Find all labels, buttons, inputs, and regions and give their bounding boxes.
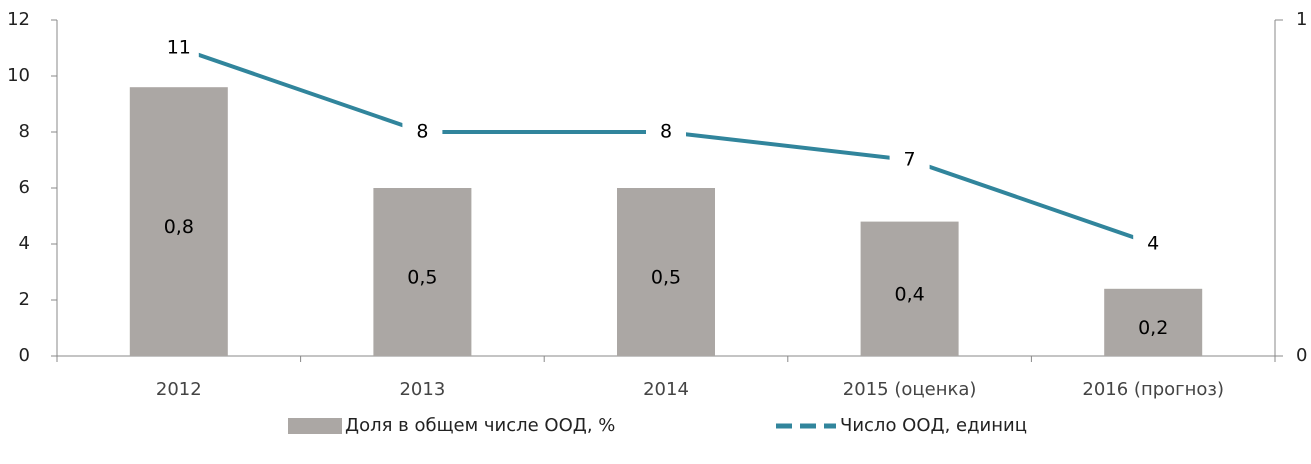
- y-tick-label: 8: [19, 121, 30, 142]
- x-tick-label: 2014: [643, 379, 689, 400]
- y-tick-label: 12: [7, 9, 30, 30]
- x-tick-label: 2012: [156, 379, 202, 400]
- bar-value-label: 0,8: [164, 216, 194, 238]
- bar-value-label: 0,5: [407, 267, 437, 289]
- legend-swatch: [288, 418, 342, 434]
- legend-label: Доля в общем числе ООД, %: [345, 415, 615, 436]
- y-tick-label: 0: [19, 345, 30, 366]
- x-tick-label: 2016 (прогноз): [1082, 379, 1224, 400]
- bar: [1104, 288, 1203, 356]
- label-bg: [158, 34, 199, 62]
- y2-tick-label: 1: [1296, 9, 1307, 30]
- label-bg: [889, 146, 930, 174]
- line-value-label: 4: [1147, 233, 1159, 255]
- legend-label: Число ООД, единиц: [840, 415, 1027, 436]
- y-tick-label: 2: [19, 289, 30, 310]
- bar-value-label: 0,2: [1138, 317, 1168, 339]
- bar-value-label: 0,5: [651, 267, 681, 289]
- line-value-label: 7: [904, 149, 916, 171]
- bar: [860, 221, 959, 356]
- line-value-label: 8: [660, 121, 672, 143]
- line-value-label: 11: [167, 37, 191, 59]
- bar: [129, 87, 228, 356]
- y2-tick-label: 0: [1296, 345, 1307, 366]
- bar: [373, 188, 472, 356]
- x-tick-label: 2013: [399, 379, 445, 400]
- label-bg: [1133, 230, 1174, 258]
- label-bg: [646, 118, 686, 146]
- y-tick-label: 4: [19, 233, 30, 254]
- label-bg: [402, 118, 443, 146]
- y-tick-label: 10: [7, 65, 30, 86]
- line-value-label: 8: [416, 121, 428, 143]
- bar: [617, 188, 715, 356]
- bar-value-label: 0,4: [894, 283, 924, 305]
- y-tick-label: 6: [19, 177, 30, 198]
- x-tick-label: 2015 (оценка): [843, 379, 977, 400]
